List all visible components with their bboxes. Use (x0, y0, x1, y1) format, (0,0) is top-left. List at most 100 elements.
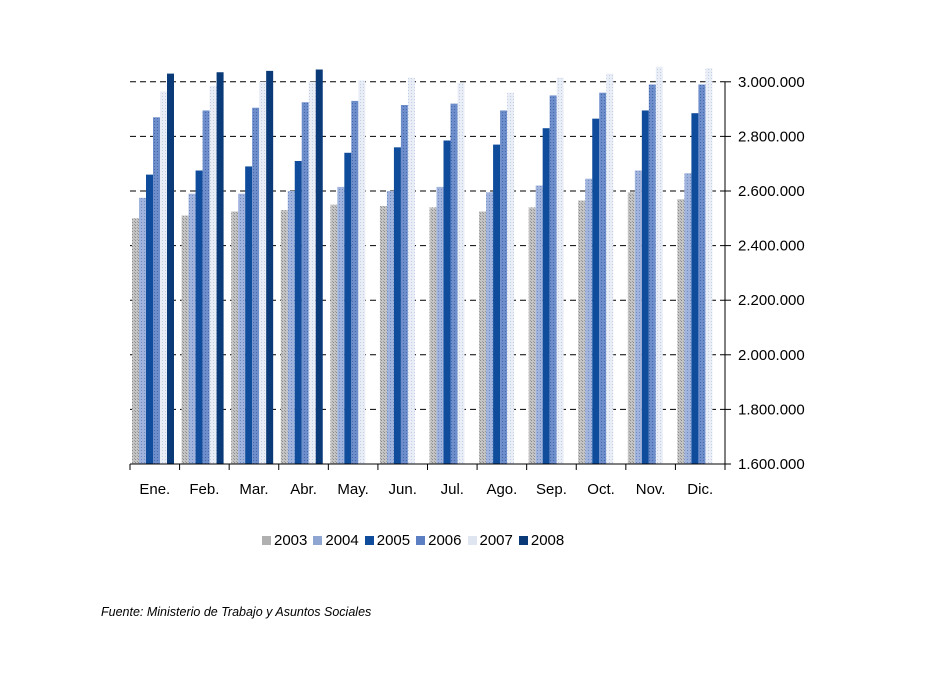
bar-2005 (641, 110, 649, 464)
bar-2007 (358, 80, 366, 464)
y-tick-label: 2.400.000 (738, 238, 805, 255)
legend-swatch (416, 536, 426, 545)
y-tick-label: 2.200.000 (738, 292, 805, 309)
x-tick-label: Ago. (486, 481, 517, 498)
legend: 2003 2004 2005 2006 2007 2008 (262, 532, 570, 549)
bar-2005 (691, 113, 699, 464)
bar-2007 (308, 81, 316, 465)
x-tick-label: Dic. (687, 481, 713, 498)
bar-2007 (407, 77, 415, 464)
x-tick-label: Oct. (587, 481, 615, 498)
bar-2006 (698, 84, 706, 464)
axes: 1.600.000 1.800.000 2.000.000 2.200.000 2.40… (129, 74, 805, 498)
legend-swatch (313, 536, 323, 545)
bar-2006 (599, 92, 607, 464)
bar-2003 (379, 206, 387, 464)
bar-2005 (195, 170, 203, 464)
legend-label: 2003 (274, 532, 308, 549)
bar-2004 (684, 173, 692, 464)
bar-2008 (266, 70, 274, 464)
legend-label: 2006 (428, 532, 462, 549)
bar-2003 (280, 210, 288, 464)
bars (132, 66, 713, 465)
bar-2006 (301, 102, 309, 465)
bar-2003 (479, 211, 487, 464)
bar-2006 (648, 84, 656, 464)
bar-2005 (146, 174, 153, 464)
bar-2003 (330, 204, 338, 464)
bar-2003 (528, 207, 536, 464)
bar-2008 (167, 73, 174, 465)
bar-2006 (153, 117, 160, 464)
bar-2007 (556, 77, 564, 464)
bar-2004 (535, 185, 543, 465)
bar-2004 (634, 170, 642, 464)
y-tick-label: 2.000.000 (738, 347, 805, 364)
legend-label: 2008 (530, 532, 565, 549)
bar-2003 (181, 215, 189, 464)
legend-label: 2004 (325, 532, 359, 549)
bar-2005 (493, 144, 501, 464)
x-tick-label: Ene. (139, 481, 170, 498)
legend-item: 2007 (467, 532, 513, 549)
legend-label: 2007 (479, 532, 513, 549)
legend-swatch (364, 536, 374, 545)
bar-2003 (429, 207, 437, 464)
bar-2004 (337, 186, 345, 464)
bar-2007 (209, 85, 217, 465)
legend-item: 2006 (416, 532, 462, 549)
bar-2004 (585, 178, 593, 464)
bar-2007 (507, 92, 515, 464)
bar-2006 (450, 103, 458, 464)
legend-swatch (262, 536, 271, 545)
legend-swatch (467, 536, 477, 545)
x-tick-label: Feb. (189, 481, 219, 498)
source-note: Fuente: Ministerio de Trabajo y Asuntos … (101, 605, 372, 619)
bar-2008 (315, 69, 323, 464)
legend-item: 2008 (518, 532, 565, 549)
bar-2005 (344, 152, 352, 464)
legend-label: 2005 (376, 532, 411, 549)
bar-2006 (351, 100, 359, 464)
bar-2005 (443, 140, 451, 464)
x-tick-label: Jun. (389, 481, 417, 498)
bar-2005 (592, 118, 600, 464)
grid-lines (130, 81, 725, 410)
bar-2007 (457, 83, 465, 464)
bar-2003 (231, 211, 239, 464)
legend-item: 2003 (262, 532, 307, 549)
legend-item: 2004 (313, 532, 359, 549)
y-tick-label: 1.600.000 (738, 456, 805, 473)
bar-2007 (606, 73, 614, 465)
bar-2007 (705, 68, 713, 465)
bar-2008 (216, 72, 224, 465)
bar-2004 (238, 193, 246, 465)
bar-2004 (436, 186, 444, 464)
bar-2003 (627, 192, 635, 465)
x-tick-label: Nov. (636, 481, 666, 498)
bar-chart: 1.600.000 1.800.000 2.000.000 2.200.000 2.40… (129, 66, 805, 498)
legend-item: 2005 (364, 532, 411, 549)
bar-2005 (245, 166, 253, 464)
bar-2004 (287, 191, 295, 464)
x-tick-label: Jul. (441, 481, 464, 498)
bar-2006 (400, 105, 408, 464)
bar-2006 (202, 110, 210, 464)
bar-2004 (188, 193, 196, 465)
bar-2004 (386, 191, 394, 464)
bar-2006 (549, 95, 557, 464)
bar-2004 (486, 192, 494, 465)
legend-swatch (518, 536, 528, 545)
bar-2005 (294, 160, 302, 464)
bar-2003 (132, 218, 139, 464)
x-tick-label: Abr. (290, 481, 317, 498)
y-tick-label: 2.800.000 (738, 128, 805, 145)
bar-2004 (139, 197, 146, 464)
y-tick-label: 1.800.000 (738, 401, 805, 418)
y-tick-label: 3.000.000 (738, 74, 805, 91)
bar-2003 (677, 199, 685, 464)
x-tick-label: Mar. (239, 481, 268, 498)
x-tick-label: May. (337, 481, 368, 498)
bar-2007 (655, 66, 663, 464)
bar-2007 (160, 91, 167, 464)
